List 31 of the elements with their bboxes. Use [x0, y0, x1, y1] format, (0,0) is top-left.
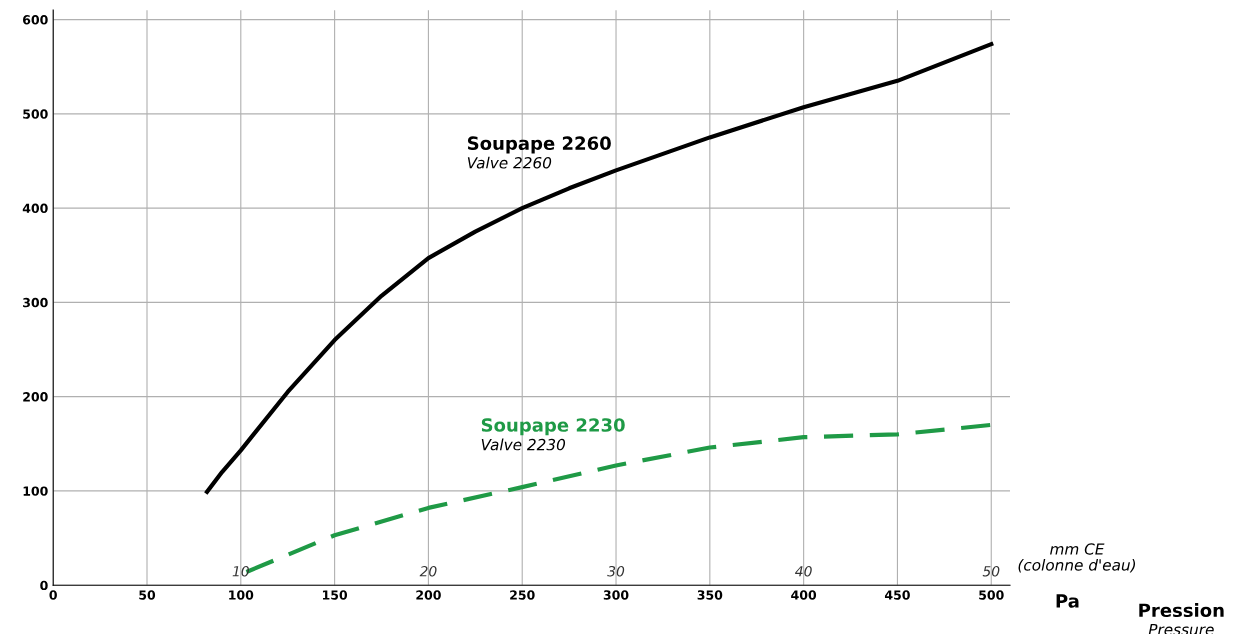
x-tick-label: 300 [603, 590, 629, 600]
x2-tick-label: 30 [607, 565, 625, 577]
x-tick-label: 200 [416, 590, 441, 600]
y-tick-label: 600 [23, 15, 48, 25]
annotation: Valve 2230 [481, 438, 566, 451]
annotation: Valve 2260 [467, 156, 552, 169]
y-tick-label: 400 [22, 203, 48, 214]
x2-tick-label: 50 [982, 565, 1000, 577]
x-tick-label: 50 [139, 590, 156, 600]
x-tick-label: 0 [49, 590, 57, 600]
x-tick-label: 500 [979, 590, 1004, 600]
x-axis-title: Pa [1056, 594, 1079, 608]
y-tick-label: 300 [23, 297, 48, 308]
x-tick-label: 450 [884, 590, 910, 600]
x2-tick-label: 10 [232, 565, 249, 577]
y-tick-label: 0 [40, 580, 48, 591]
text: Pression [1139, 603, 1224, 618]
x-tick-label: 150 [322, 590, 348, 600]
x2-tick-label: 20 [419, 565, 437, 577]
series-label: Soupape 2230 [481, 418, 625, 436]
x-tick-label: 400 [791, 590, 817, 600]
series-label: Soupape 2260 [467, 136, 611, 154]
x-tick-label: 100 [229, 590, 254, 600]
x2-tick-label: 40 [795, 565, 812, 577]
x-tick-label: 250 [510, 590, 535, 600]
y-tick-label: 100 [23, 486, 48, 496]
x-tick-label: 350 [697, 590, 723, 600]
y-tick-label: 500 [23, 109, 48, 119]
x2-axis-title: mm CE (colonne d'eau) [1018, 543, 1136, 573]
line-series [204, 41, 994, 494]
y-tick-label: 200 [23, 392, 48, 402]
